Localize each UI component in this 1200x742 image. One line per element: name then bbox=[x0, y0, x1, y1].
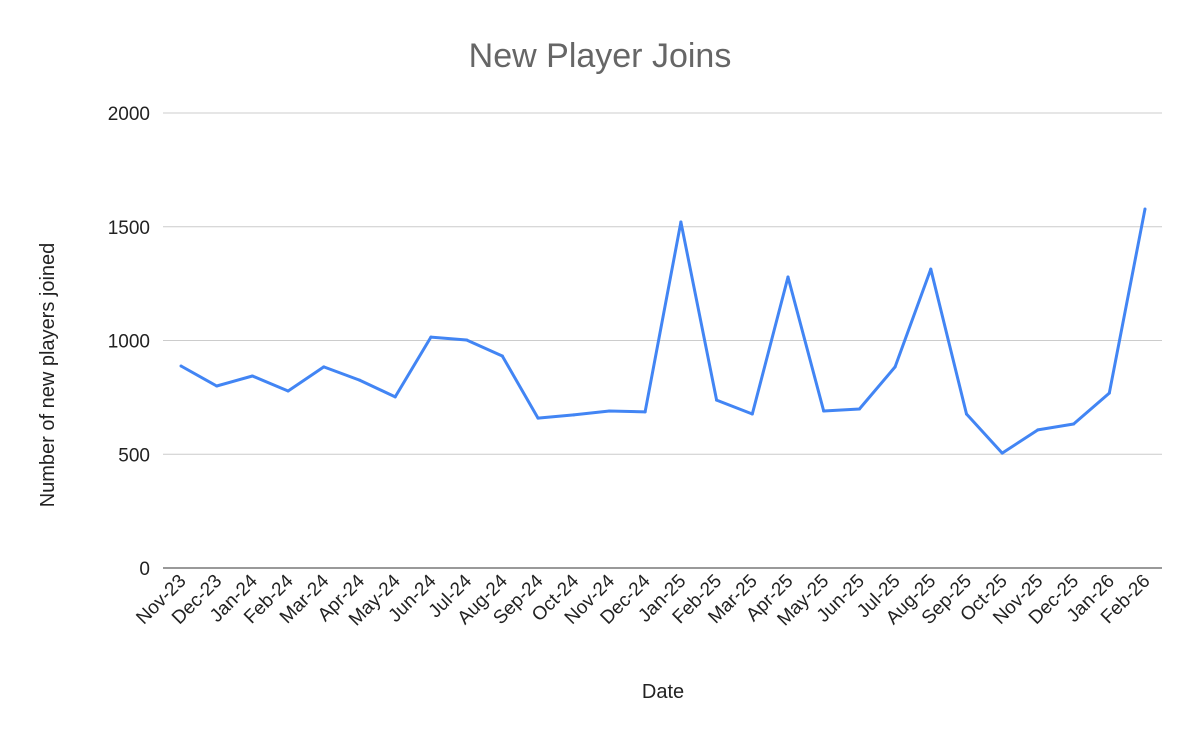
data-point-Feb-24 bbox=[286, 389, 290, 393]
data-point-Dec-24 bbox=[643, 410, 647, 414]
data-point-Feb-26 bbox=[1143, 207, 1147, 211]
x-axis-label: Date bbox=[642, 681, 684, 703]
data-point-Sep-24 bbox=[536, 416, 540, 420]
data-point-Aug-25 bbox=[929, 267, 933, 271]
data-point-May-25 bbox=[822, 409, 826, 413]
gridlines bbox=[163, 112, 1162, 569]
data-point-Jul-24 bbox=[465, 338, 469, 342]
y-axis-ticks: 0 500 1000 1500 2000 bbox=[108, 104, 150, 580]
x-axis-ticks: Nov-23Dec-23Jan-24Feb-24Mar-24Apr-24May-… bbox=[132, 570, 1154, 630]
data-point-Mar-25 bbox=[750, 412, 754, 416]
data-point-Jan-25 bbox=[679, 220, 683, 224]
y-tick-label: 1000 bbox=[108, 332, 150, 353]
data-point-Jun-25 bbox=[857, 407, 861, 411]
data-point-Dec-23 bbox=[215, 384, 219, 388]
data-point-Dec-25 bbox=[1072, 422, 1076, 426]
data-point-Apr-25 bbox=[786, 275, 790, 279]
data-points bbox=[179, 207, 1147, 455]
data-point-Aug-24 bbox=[500, 354, 504, 358]
data-point-Jan-26 bbox=[1107, 391, 1111, 395]
chart-title: New Player Joins bbox=[469, 37, 732, 75]
data-point-Nov-24 bbox=[607, 409, 611, 413]
data-point-Oct-25 bbox=[1000, 451, 1004, 455]
y-tick-label: 0 bbox=[139, 559, 150, 580]
y-axis-label: Number of new players joined bbox=[37, 243, 59, 508]
y-tick-label: 500 bbox=[118, 445, 150, 466]
data-point-Nov-25 bbox=[1036, 428, 1040, 432]
data-point-Mar-24 bbox=[322, 365, 326, 369]
data-point-Nov-23 bbox=[179, 364, 183, 368]
data-point-Oct-24 bbox=[572, 413, 576, 417]
data-point-Feb-25 bbox=[715, 398, 719, 402]
data-point-Jul-25 bbox=[893, 365, 897, 369]
data-point-Jan-24 bbox=[250, 374, 254, 378]
data-point-Jun-24 bbox=[429, 335, 433, 339]
series-line bbox=[180, 208, 1147, 455]
y-tick-label: 1500 bbox=[108, 218, 150, 239]
data-point-Apr-24 bbox=[358, 378, 362, 382]
y-tick-label: 2000 bbox=[108, 104, 150, 125]
data-point-May-24 bbox=[393, 395, 397, 399]
data-point-Sep-25 bbox=[964, 412, 968, 416]
